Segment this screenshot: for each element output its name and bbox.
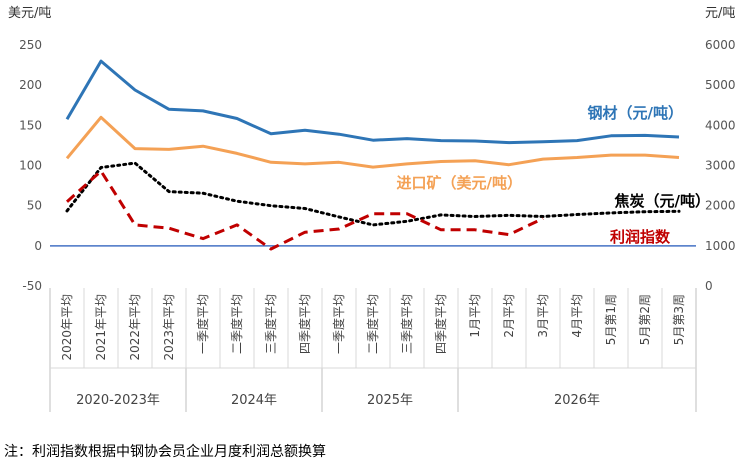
group-label: 2024年 (231, 393, 277, 408)
category-label: 2020年平均 (60, 294, 74, 361)
right-tick-label: 6000 (705, 38, 736, 52)
right-tick-label: 5000 (705, 78, 736, 92)
right-axis-unit: 元/吨 (705, 6, 735, 21)
category-label: 5月第1周 (604, 294, 618, 345)
left-axis-unit: 美元/吨 (8, 6, 51, 21)
series-label-3: 利润指数 (610, 228, 671, 246)
left-tick-label: 150 (19, 118, 42, 132)
series-line-0 (65, 59, 680, 145)
series-label-1: 进口矿（美元/吨） (397, 174, 522, 192)
category-label: 3月平均 (536, 294, 550, 338)
left-tick-label: 100 (19, 159, 42, 173)
category-label: 三季度平均 (399, 294, 414, 354)
series-layer (65, 59, 681, 251)
category-label: 二季度平均 (365, 294, 380, 354)
category-label: 一季度平均 (331, 294, 346, 354)
category-label: 2023年平均 (162, 294, 176, 361)
category-label: 5月第3周 (672, 294, 686, 345)
right-tick-label: 0 (705, 279, 713, 293)
series-line-1 (65, 115, 680, 169)
series-label-0: 钢材（元/吨） (588, 104, 683, 122)
category-label: 2月平均 (502, 294, 516, 338)
group-label: 2025年 (367, 393, 413, 408)
right-tick-label: 3000 (705, 159, 736, 173)
category-label: 二季度平均 (229, 294, 244, 354)
series-label-2: 焦炭（元/吨） (614, 192, 710, 210)
category-label: 一季度平均 (195, 294, 210, 354)
series-labels: 钢材（元/吨） 进口矿（美元/吨） 焦炭（元/吨） 利润指数 (397, 104, 710, 246)
series-line-3 (65, 169, 544, 251)
category-label: 四季度平均 (297, 294, 312, 354)
series-line-2 (65, 161, 681, 227)
category-label: 4月平均 (570, 294, 584, 338)
footnote: 注：利润指数根据中钢协会员企业月度利润总额换算 (4, 444, 326, 460)
category-label: 三季度平均 (263, 294, 278, 354)
axes: 美元/吨 元/吨 -50 0 50 100 150 200 250 0 1000 2000 3000 40… (8, 6, 736, 412)
category-label: 四季度平均 (433, 294, 448, 354)
category-label: 5月第2周 (638, 294, 652, 345)
left-tick-label: 200 (19, 78, 42, 92)
left-tick-label: -50 (22, 279, 42, 293)
left-tick-label: 250 (19, 38, 42, 52)
category-label: 2021年平均 (94, 294, 108, 361)
left-tick-label: 0 (34, 239, 42, 253)
right-tick-label: 4000 (705, 118, 736, 132)
group-label: 2020-2023年 (76, 393, 160, 408)
right-tick-label: 1000 (705, 239, 736, 253)
group-label: 2026年 (554, 393, 600, 408)
category-label: 1月平均 (468, 294, 482, 338)
right-tick-label: 2000 (705, 199, 736, 213)
category-label: 2022年平均 (128, 294, 142, 361)
left-tick-label: 50 (27, 199, 42, 213)
